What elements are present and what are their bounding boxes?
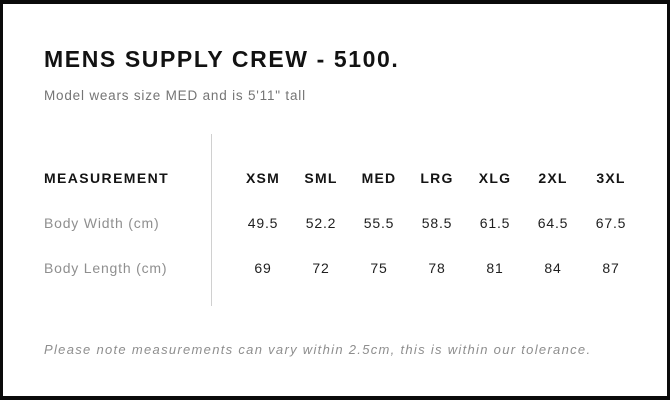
value-cell: 75 [370,259,388,276]
size-column-header-lrg: LRG [420,169,454,186]
size-column-header-2xl: 2XL [538,169,568,186]
size-column-header-xlg: XLG [478,169,512,186]
page-title: MENS SUPPLY CREW - 5100. [44,46,400,72]
value-cell: 81 [486,259,504,276]
table-row-body-length: Body Length (cm) 69 72 75 78 81 84 87 [0,245,670,290]
column-divider [211,134,212,306]
value-cell: 84 [544,259,562,276]
value-cell: 87 [602,259,620,276]
value-cell: 58.5 [421,214,453,231]
size-column-header-xsm: XSM [246,169,280,186]
value-cell: 67.5 [595,214,627,231]
value-cell: 61.5 [479,214,511,231]
model-size-subtitle: Model wears size MED and is 5'11" tall [44,88,306,103]
measurement-header: MEASUREMENT [44,169,170,186]
value-cell: 69 [254,259,272,276]
size-column-header-3xl: 3XL [596,169,626,186]
value-cell: 64.5 [537,214,569,231]
value-cell: 49.5 [247,214,279,231]
value-cell: 72 [312,259,330,276]
size-table: MEASUREMENT XSM SML MED LRG XLG 2XL 3XL … [0,155,670,290]
value-cell: 78 [428,259,446,276]
value-cell: 55.5 [363,214,395,231]
tolerance-note: Please note measurements can vary within… [44,342,592,357]
value-cell: 52.2 [305,214,337,231]
table-header-row: MEASUREMENT XSM SML MED LRG XLG 2XL 3XL [0,155,670,200]
size-column-header-med: MED [361,169,397,186]
size-column-header-sml: SML [304,169,338,186]
row-label: Body Width (cm) [44,214,160,231]
row-label: Body Length (cm) [44,259,168,276]
table-row-body-width: Body Width (cm) 49.5 52.2 55.5 58.5 61.5… [0,200,670,245]
